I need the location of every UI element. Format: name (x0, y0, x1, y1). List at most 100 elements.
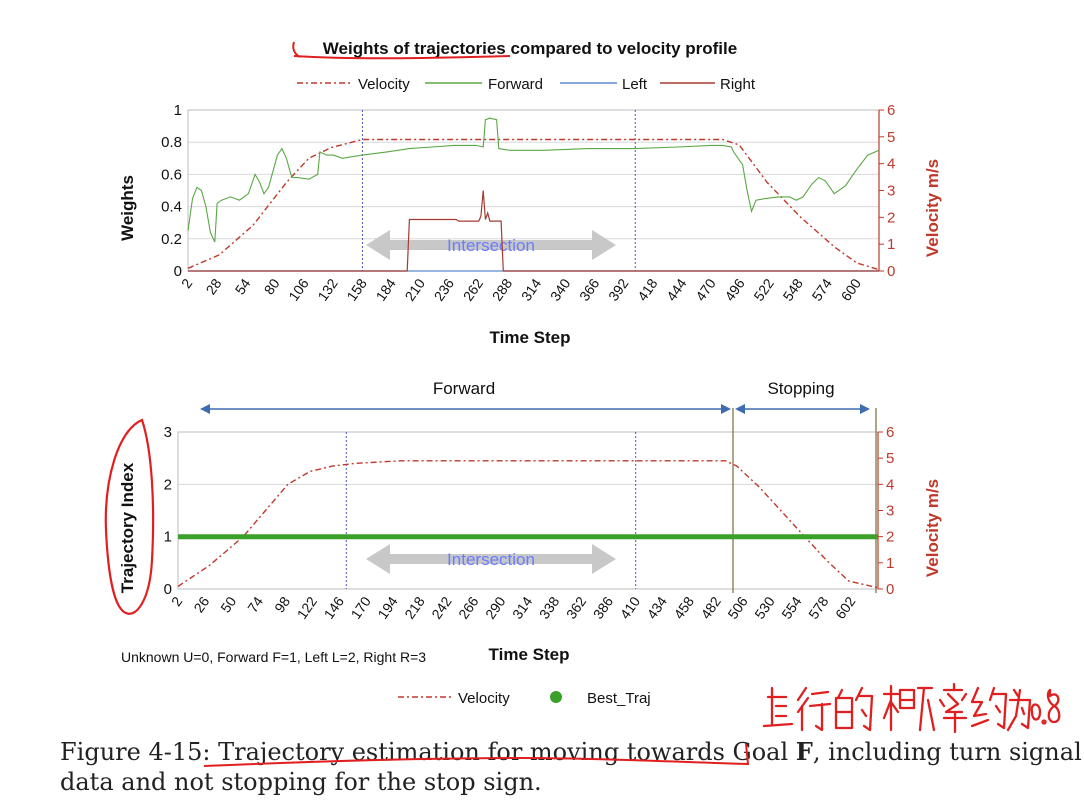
x-tick-label: 210 (402, 275, 429, 303)
x-tick-label: 340 (547, 275, 574, 303)
y-tick-label: 1 (174, 102, 182, 119)
intersection-arrow-shape (366, 230, 616, 260)
series-forward-line (187, 117, 880, 243)
x-tick-label: 28 (202, 275, 224, 297)
y2-tick-label: 5 (887, 129, 895, 146)
trajectory-index-note: Unknown U=0, Forward F=1, Left L=2, Righ… (121, 649, 426, 665)
intersection-label: Intersection (447, 236, 535, 255)
chart1-legend: Velocity Forward Left Right (297, 76, 756, 93)
chart2-y2-axis-title: Velocity m/s (923, 479, 942, 577)
y-tick-label: 2 (164, 476, 172, 493)
phase-stopping-arrowhead-right (860, 404, 870, 414)
phase-forward-arrowhead-right (721, 404, 731, 414)
caption-line-2: data and not stopping for the stop sign. (60, 768, 542, 796)
chart2-legend: Velocity Best_Traj (398, 690, 651, 707)
y2-tick-label: 0 (886, 581, 894, 598)
chart1-title: Weights of trajectories compared to velo… (323, 39, 737, 58)
x-tick-label: 458 (670, 593, 697, 621)
x-tick-label: 574 (809, 275, 836, 303)
chart1-x-axis-title: Time Step (490, 328, 571, 347)
x-tick-label: 600 (838, 275, 865, 303)
x-tick-label: 418 (634, 275, 661, 303)
x-tick-label: 194 (374, 593, 401, 621)
x-tick-label: 50 (217, 593, 239, 615)
x-tick-label: 2 (178, 275, 196, 291)
y-tick-label: 0.8 (161, 134, 182, 151)
title-underline-mark (293, 55, 511, 60)
chart1-series (187, 117, 880, 272)
chart1-y2-axis-title: Velocity m/s (923, 159, 942, 257)
legend2-best-traj-marker (550, 691, 562, 703)
chart2-x-axis-title: Time Step (489, 645, 570, 664)
x-tick-label: 444 (663, 275, 690, 303)
x-tick-label: 578 (805, 593, 832, 621)
y-tick-label: 0.2 (161, 231, 182, 248)
legend-left-label: Left (622, 76, 648, 93)
legend2-velocity-label: Velocity (458, 690, 510, 707)
x-tick-label: 548 (779, 275, 806, 303)
intersection-label-2: Intersection (447, 550, 535, 569)
ylabel-circle-mark (104, 418, 155, 615)
series-right-line (188, 190, 879, 272)
x-tick-label: 470 (692, 275, 719, 303)
chart1-y-axis-title: Weights (118, 175, 137, 241)
chart1-y-tick-labels: 0 0.2 0.4 0.6 0.8 1 (161, 102, 182, 280)
caption-rest: , including turn signal (813, 738, 1082, 766)
x-tick-label: 106 (285, 275, 312, 303)
y2-tick-label: 6 (887, 102, 895, 119)
legend-velocity-label: Velocity (358, 76, 410, 93)
y-tick-label: 0 (174, 263, 182, 280)
x-tick-label: 288 (489, 275, 516, 303)
x-tick-label: 122 (294, 593, 321, 621)
y2-tick-label: 3 (887, 183, 895, 200)
chart2-series (177, 460, 879, 589)
x-tick-label: 434 (644, 593, 671, 621)
caption-bold: F (796, 737, 813, 766)
caption-line-1: Figure 4-15: Trajectory estimation for m… (60, 737, 1082, 766)
x-tick-label: 392 (605, 275, 632, 303)
chart1-intersection-lines (361, 110, 636, 271)
chart1-y2-tick-labels: 0 1 2 3 4 5 6 (878, 102, 895, 280)
x-tick-label: 242 (428, 593, 455, 621)
caption-underline-mark (203, 743, 750, 767)
x-tick-label: 522 (750, 275, 777, 303)
y-tick-label: 0.6 (161, 166, 182, 183)
x-tick-label: 496 (721, 275, 748, 303)
x-tick-label: 26 (190, 593, 212, 615)
series-velocity-line (177, 460, 879, 589)
y-tick-label: 0 (164, 581, 172, 598)
y-tick-label: 0.4 (161, 199, 182, 216)
x-tick-label: 146 (320, 593, 347, 621)
y2-tick-label: 1 (887, 236, 895, 253)
x-tick-label: 80 (261, 275, 283, 297)
x-tick-label: 158 (343, 275, 370, 303)
x-tick-label: 290 (482, 593, 509, 621)
x-tick-label: 338 (536, 593, 563, 621)
x-tick-label: 530 (751, 593, 778, 621)
chart2-y-axis-title: Trajectory Index (118, 462, 137, 593)
x-tick-label: 98 (271, 593, 293, 615)
chart2-intersection-arrow: Intersection (366, 544, 616, 574)
x-tick-label: 366 (576, 275, 603, 303)
y-tick-label: 3 (164, 424, 172, 441)
handwritten-annotation (762, 682, 1061, 734)
x-tick-label: 602 (832, 593, 859, 621)
phase-forward: Forward (200, 379, 731, 414)
x-tick-label: 184 (372, 275, 399, 303)
x-tick-label: 170 (347, 593, 374, 621)
x-tick-label: 266 (455, 593, 482, 621)
y2-tick-label: 0 (887, 263, 895, 280)
chart2-x-tick-labels: 2 26 50 74 98 122 146 170 194 218 242 266 290 314 338 3… (168, 593, 859, 621)
legend2-best-traj-label: Best_Traj (587, 690, 651, 707)
phase-forward-arrowhead-left (200, 404, 210, 414)
x-tick-label: 482 (697, 593, 724, 621)
y2-tick-label: 3 (886, 503, 894, 520)
y2-tick-label: 4 (887, 156, 895, 173)
chart-weights: Weights of trajectories compared to velo… (118, 39, 942, 347)
phase-forward-label: Forward (433, 379, 495, 398)
x-tick-label: 554 (778, 593, 805, 621)
y2-tick-label: 2 (886, 529, 894, 546)
y2-tick-label: 2 (887, 209, 895, 226)
